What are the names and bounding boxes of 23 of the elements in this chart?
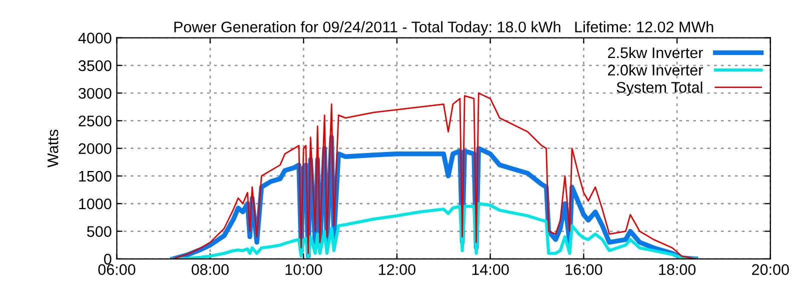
x-tick-label: 18:00	[659, 264, 696, 275]
legend-label: 2.0kw Inverter	[608, 64, 703, 76]
y-axis-title: Watts	[48, 130, 58, 168]
y-tick-label: 2500	[78, 116, 112, 126]
x-tick-label: 08:00	[192, 264, 229, 275]
x-tick-label: 16:00	[566, 264, 602, 275]
legend-label: 2.5kw Inverter	[608, 46, 703, 58]
y-tick-label: 500	[87, 226, 112, 237]
chart-title: Power Generation for 09/24/2011 - Total Today: 18.0 kWh Lifetime: 12.02 MWh	[174, 21, 714, 36]
x-tick-label: 14:00	[472, 264, 509, 275]
y-tick-label: 3500	[78, 60, 112, 72]
legend-label: System Total	[616, 82, 702, 96]
x-tick-label: 10:00	[286, 264, 322, 275]
x-tick-label: 12:00	[378, 264, 416, 275]
y-tick-label: 4000	[78, 32, 112, 44]
y-tick-label: 1500	[79, 170, 112, 182]
x-tick-label: 06:00	[98, 264, 136, 275]
y-tick-label: 0	[104, 254, 112, 265]
y-tick-label: 1000	[79, 198, 112, 210]
line-series	[171, 202, 698, 259]
y-tick-label: 3000	[78, 88, 112, 99]
x-tick-label: 20:00	[752, 264, 789, 275]
y-tick-label: 2000	[78, 143, 112, 154]
